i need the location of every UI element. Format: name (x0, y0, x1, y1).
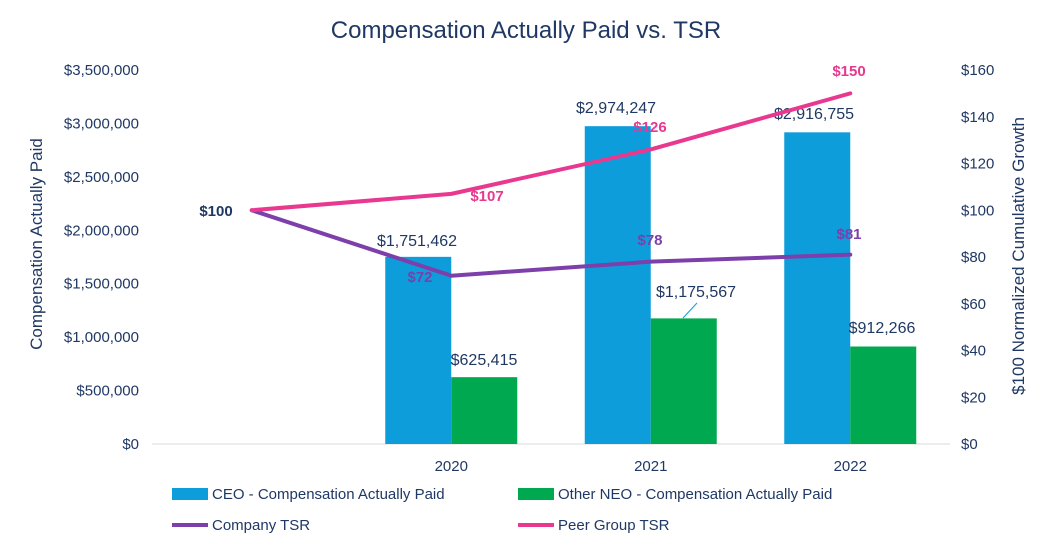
company-tsr-line (249, 208, 853, 278)
legend-label: Company TSR (212, 517, 310, 534)
y2-tick-label: $160 (961, 62, 994, 79)
line-data-label: $150 (832, 63, 865, 80)
bar-data-label: $2,974,247 (576, 100, 656, 117)
plot-area: $0 $500,000 $1,000,000 $1,500,000 $2,000,000… (64, 62, 994, 475)
chart-title: Compensation Actually Paid vs. TSR (331, 17, 721, 44)
y2-tick-label: $0 (961, 436, 978, 453)
y-tick-label: $0 (122, 436, 139, 453)
y2-tick-label: $60 (961, 296, 986, 313)
line-data-label: $126 (633, 119, 666, 136)
y2-tick-label: $120 (961, 156, 994, 173)
legend-swatch (172, 488, 208, 500)
ceo-cap-bar (385, 256, 452, 444)
y2-tick-label: $80 (961, 249, 986, 266)
bar-data-label: $625,415 (451, 352, 518, 369)
neo-cap-bar (850, 346, 917, 444)
ceo-cap-bar (584, 126, 651, 444)
neo-cap-bar (650, 318, 717, 444)
bar-data-label: $912,266 (849, 320, 916, 337)
line-data-label: $78 (637, 232, 662, 249)
y2-tick-label: $140 (961, 109, 994, 126)
y2-tick-label: $100 (961, 202, 994, 219)
legend-label: Other NEO - Compensation Actually Paid (558, 486, 832, 503)
line-data-label: $100 (199, 203, 232, 220)
ceo-cap-bar (784, 132, 851, 444)
legend-label: CEO - Compensation Actually Paid (212, 486, 445, 503)
y2-tick-label: $20 (961, 389, 986, 406)
y-tick-label: $3,500,000 (64, 62, 139, 79)
y-tick-label: $3,000,000 (64, 115, 139, 132)
x-tick-label: 2021 (634, 458, 667, 475)
bar-data-label: $1,751,462 (377, 233, 457, 250)
y2-tick-label: $40 (961, 343, 986, 360)
line-data-label: $107 (470, 188, 503, 205)
legend: CEO - Compensation Actually Paid Other NE… (172, 486, 832, 534)
y-tick-label: $2,000,000 (64, 222, 139, 239)
x-tick-label: 2020 (435, 458, 468, 475)
y2-axis-title: $100 Normalized Cumulative Growth (1009, 117, 1028, 395)
x-tick-label: 2022 (834, 458, 867, 475)
neo-cap-bar (451, 377, 518, 444)
y-tick-label: $500,000 (76, 383, 139, 400)
y-axis-title: Compensation Actually Paid (27, 138, 46, 350)
legend-label: Peer Group TSR (558, 517, 670, 534)
legend-swatch (518, 488, 554, 500)
line-data-label: $72 (407, 269, 432, 286)
line-data-label: $81 (836, 226, 861, 243)
peer-group-tsr-line (249, 91, 853, 213)
bar-data-label: $1,175,567 (656, 284, 736, 301)
y-tick-label: $1,500,000 (64, 276, 139, 293)
y-tick-label: $1,000,000 (64, 329, 139, 346)
bar-data-label: $2,916,755 (774, 106, 854, 123)
y-tick-label: $2,500,000 (64, 169, 139, 186)
label-leader-line (682, 302, 698, 319)
